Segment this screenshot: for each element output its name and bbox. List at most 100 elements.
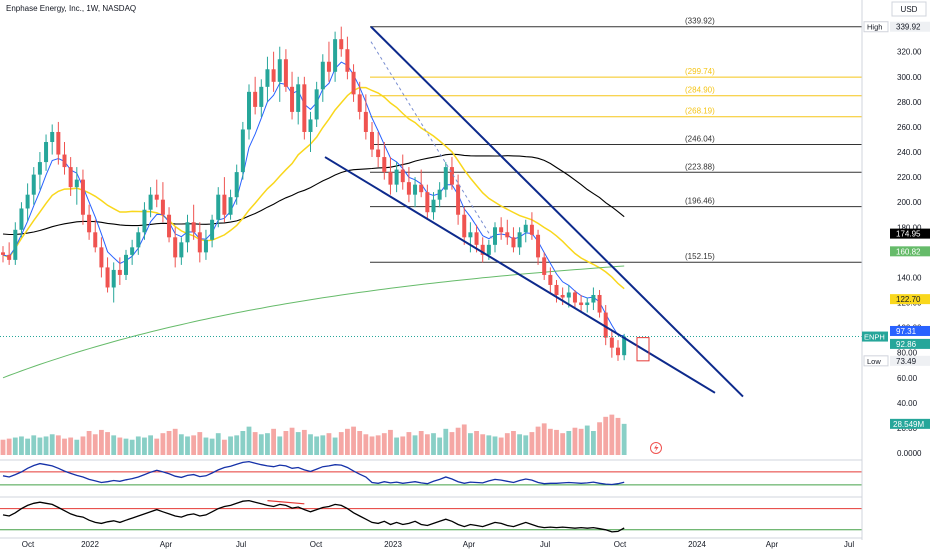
- volume-bar: [517, 434, 522, 455]
- channel-lower-line[interactable]: [324, 156, 716, 394]
- price-tick-label: 240.00: [897, 148, 922, 157]
- price-tick-label: 180.00: [897, 223, 922, 232]
- candle-body: [136, 232, 141, 248]
- candle-body: [579, 302, 584, 306]
- candle: [517, 227, 522, 255]
- candle-body: [259, 86, 264, 107]
- lightning-icon[interactable]: [650, 442, 662, 454]
- price-axis[interactable]: 320.00 300.00 280.00 260.00 240.00 220.00 200.…: [861, 0, 932, 550]
- volume-bar: [572, 427, 578, 455]
- volume-bar: [566, 431, 572, 455]
- candle: [173, 227, 178, 268]
- candle-body: [167, 214, 172, 238]
- candle-body: [536, 234, 541, 258]
- volume-bar: [394, 437, 399, 455]
- candle-body: [566, 292, 571, 298]
- candle-body: [382, 157, 387, 173]
- ticker-badge: [862, 331, 888, 342]
- low-label-box: [863, 355, 889, 367]
- sma-long-line: [2, 265, 625, 379]
- volume-bar: [246, 426, 252, 455]
- candle-body: [449, 167, 454, 185]
- price-tick-label: 0.0000: [897, 449, 922, 458]
- price-axis-background: [862, 0, 932, 550]
- volume-bar: [172, 428, 178, 455]
- candle-body: [394, 169, 399, 185]
- volume-bar: [154, 438, 160, 455]
- candle-body: [529, 224, 534, 235]
- channel-upper-line[interactable]: [370, 26, 744, 398]
- candle-body: [431, 199, 436, 213]
- candle-body: [474, 232, 479, 245]
- candlesticks: [1, 26, 627, 361]
- volume-bar: [480, 434, 486, 455]
- candle-body: [339, 39, 344, 50]
- low-value: 73.49: [896, 357, 917, 366]
- volume-bar: [111, 435, 117, 455]
- fib-level-label: (152.15): [685, 252, 715, 261]
- candle: [124, 249, 128, 280]
- candle: [7, 242, 12, 265]
- volume-bar: [277, 436, 283, 455]
- descending-channel[interactable]: [0, 26, 862, 398]
- time-tick-label: Apr: [463, 540, 476, 549]
- volume-bar: [547, 428, 553, 455]
- candle-body: [265, 69, 270, 87]
- candle-body: [87, 214, 92, 233]
- candle: [80, 169, 85, 225]
- candle-body: [333, 39, 338, 72]
- volume-bar: [12, 437, 18, 455]
- candle-body: [148, 194, 153, 210]
- high-value-badge: [890, 21, 930, 32]
- time-axis[interactable]: Oct 2022 Apr Jul Oct 2023 Apr Jul Oct 2024 Apr Jul: [0, 537, 862, 549]
- volume-bar: [49, 434, 55, 455]
- candle-body: [591, 294, 596, 303]
- fib-level-label: (196.46): [685, 197, 715, 206]
- volume-bar: [135, 436, 141, 455]
- price-tick-label: 320.00: [897, 48, 922, 57]
- osc2-line: [2, 499, 625, 533]
- time-tick-label: Oct: [310, 540, 323, 549]
- candle-body: [302, 84, 307, 132]
- candle-body: [234, 172, 239, 198]
- candle: [216, 187, 221, 228]
- low-label: Low: [867, 357, 881, 366]
- candle: [462, 207, 467, 245]
- candle: [345, 36, 350, 80]
- currency-box[interactable]: [891, 1, 927, 17]
- ema-value: 97.31: [896, 327, 917, 336]
- candle-body: [105, 267, 110, 288]
- candle-body: [363, 111, 368, 132]
- candle: [351, 64, 356, 102]
- time-tick-label: 2024: [688, 540, 706, 549]
- volume-bar: [191, 435, 197, 455]
- candle: [142, 202, 147, 240]
- sma-slow-line: [2, 153, 625, 236]
- candle: [136, 227, 141, 255]
- candle: [56, 121, 61, 165]
- candle: [228, 189, 233, 220]
- price-tick-label: 80.00: [897, 349, 918, 358]
- candle-body: [400, 169, 405, 183]
- candle: [376, 131, 381, 168]
- candle: [456, 174, 461, 225]
- volume-bar: [375, 435, 381, 455]
- candle: [99, 237, 104, 278]
- candle-body: [499, 227, 504, 233]
- candle-body: [13, 229, 18, 260]
- volume-bar: [62, 438, 67, 455]
- candle-body: [142, 209, 147, 233]
- candle-body: [74, 179, 79, 188]
- volume-bar: [511, 431, 516, 455]
- candle-body: [622, 336, 627, 356]
- time-tick-label: 2023: [384, 540, 402, 549]
- fibonacci-retracement[interactable]: (339.92) (299.74) (284.90) (268.19) (246.04)…: [370, 17, 886, 263]
- candle: [210, 214, 215, 248]
- candle-body: [19, 208, 24, 230]
- candle: [554, 279, 559, 303]
- candle-body: [124, 254, 128, 275]
- volume-bar: [363, 434, 369, 455]
- osc1-line: [2, 460, 625, 486]
- candle: [277, 46, 282, 102]
